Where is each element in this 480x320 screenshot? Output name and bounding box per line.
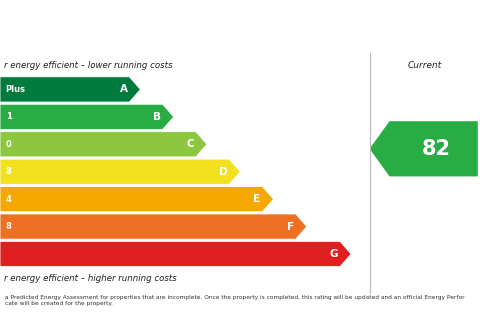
Text: D: D — [219, 167, 228, 177]
Text: 1: 1 — [6, 112, 12, 121]
Text: Current: Current — [408, 61, 442, 70]
Polygon shape — [0, 241, 351, 267]
Polygon shape — [0, 214, 307, 239]
Text: 8: 8 — [6, 167, 12, 176]
Polygon shape — [370, 121, 478, 176]
Polygon shape — [0, 104, 174, 130]
Text: r energy efficient – lower running costs: r energy efficient – lower running costs — [4, 61, 172, 70]
Text: r energy efficient – higher running costs: r energy efficient – higher running cost… — [4, 274, 177, 283]
Text: Block C: Block C — [290, 9, 348, 23]
Polygon shape — [0, 159, 240, 184]
Text: 4: 4 — [6, 195, 12, 204]
Text: 0: 0 — [6, 140, 12, 149]
Text: A: A — [120, 84, 128, 94]
Polygon shape — [0, 132, 207, 157]
Text: a Predicted Energy Assessment for properties that are incomplete. Once the prope: a Predicted Energy Assessment for proper… — [5, 295, 464, 306]
Polygon shape — [0, 77, 141, 102]
Text: redicted Energy Assessment:: redicted Energy Assessment: — [5, 20, 223, 33]
Text: G: G — [330, 249, 338, 259]
Text: E: E — [253, 194, 261, 204]
Text: 82: 82 — [421, 139, 450, 159]
Text: Plus: Plus — [6, 85, 25, 94]
Text: C: C — [186, 139, 194, 149]
Text: 8: 8 — [6, 222, 12, 231]
Text: F: F — [287, 221, 294, 232]
Text: Plots 189, 190, 191 & 195: Plots 189, 190, 191 & 195 — [290, 35, 417, 44]
Polygon shape — [0, 187, 274, 212]
Text: B: B — [153, 112, 161, 122]
